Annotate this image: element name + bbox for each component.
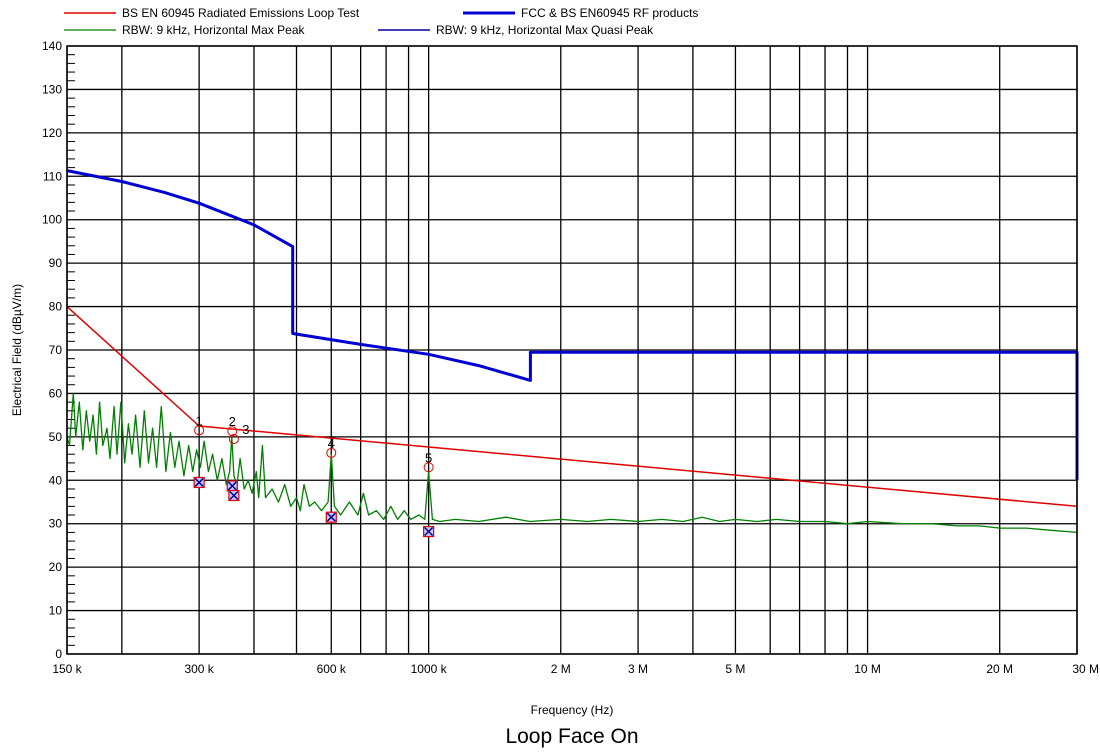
peak-marker-circle xyxy=(423,462,434,473)
quasi-peak-marker-cross xyxy=(424,527,434,537)
y-tick-label: 10 xyxy=(49,604,63,618)
x-tick-label: 3 M xyxy=(628,662,648,676)
y-tick-label: 0 xyxy=(55,647,62,661)
y-tick-label: 140 xyxy=(42,39,62,53)
quasi-peak-marker-cross xyxy=(227,481,237,491)
peak-marker-label: 2 xyxy=(229,414,236,429)
peak-marker-label: 1 xyxy=(196,413,203,428)
x-tick-label: 1000 k xyxy=(411,662,448,676)
y-tick-label: 90 xyxy=(49,256,63,270)
x-tick-label: 20 M xyxy=(986,662,1013,676)
y-tick-label: 60 xyxy=(49,386,63,400)
quasi-peak-marker-cross xyxy=(326,512,336,522)
chart-title: Loop Face On xyxy=(505,725,638,748)
peak-marker-circle xyxy=(326,447,337,458)
y-tick-label: 70 xyxy=(49,343,63,357)
series-line-2 xyxy=(66,169,1079,481)
y-tick-label: 130 xyxy=(42,82,62,96)
y-tick-label: 40 xyxy=(49,473,63,487)
y-tick-label: 30 xyxy=(49,517,63,531)
x-tick-label: 2 M xyxy=(551,662,571,676)
y-tick-label: 50 xyxy=(49,430,63,444)
peak-marker-label: 3 xyxy=(242,422,249,437)
x-axis-label: Frequency (Hz) xyxy=(531,703,614,717)
y-tick-label: 110 xyxy=(43,169,62,183)
y-tick-labels: 0 10 20 30 40 50 60 70 80 90 100 110 120 130 140 xyxy=(42,39,62,661)
peak-marker-circle xyxy=(228,434,239,445)
x-tick-label: 600 k xyxy=(317,662,347,676)
peak-marker-circle xyxy=(194,425,205,436)
legend-label-quasi-peak: RBW: 9 kHz, Horizontal Max Quasi Peak xyxy=(436,23,654,37)
peak-marker-circle xyxy=(227,426,238,437)
quasi-peak-marker-cross xyxy=(194,477,204,487)
x-tick-label: 30 M xyxy=(1072,662,1099,676)
x-tick-label: 10 M xyxy=(854,662,881,676)
legend-label-limit-fcc: FCC & BS EN60945 RF products xyxy=(521,6,698,20)
legend-label-peak: RBW: 9 kHz, Horizontal Max Peak xyxy=(122,23,306,37)
y-tick-label: 80 xyxy=(49,300,63,314)
y-tick-label: 120 xyxy=(42,126,62,140)
plot-frame xyxy=(66,45,1078,655)
peak-marker-label: 5 xyxy=(425,450,432,465)
x-tick-label: 300 k xyxy=(184,662,214,676)
x-tick-label: 150 k xyxy=(52,662,82,676)
peak-marker-label: 4 xyxy=(328,436,335,451)
x-tick-labels: 150 k 300 k 600 k 1000 k 2 M 3 M 5 M 10 M 20 M 30… xyxy=(52,662,1099,676)
legend-label-limit-loop: BS EN 60945 Radiated Emissions Loop Test xyxy=(122,6,360,20)
x-tick-label: 5 M xyxy=(725,662,745,676)
quasi-peak-marker-cross xyxy=(229,490,239,501)
y-tick-label: 100 xyxy=(42,213,62,227)
y-tick-label: 20 xyxy=(49,560,63,574)
y-axis-label: Electrical Field (dBµV/m) xyxy=(10,284,24,416)
series-line-3 xyxy=(66,392,1078,534)
legend: BS EN 60945 Radiated Emissions Loop Test… xyxy=(64,6,698,37)
